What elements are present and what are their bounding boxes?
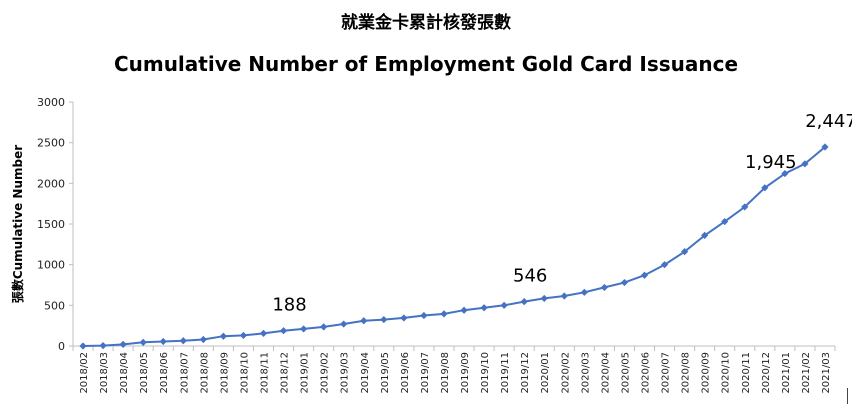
x-tick-label: 2018/07 <box>179 352 190 394</box>
y-tick-label: 0 <box>58 340 65 353</box>
x-tick-label: 2020/11 <box>741 352 752 394</box>
data-point <box>239 331 248 340</box>
data-point <box>821 143 829 151</box>
x-tick-label: 2019/09 <box>460 352 471 394</box>
data-point <box>480 304 488 312</box>
x-tick-label: 2019/07 <box>420 352 431 394</box>
x-tick-label: 2019/06 <box>400 352 411 394</box>
edge-mark <box>847 388 848 404</box>
data-point <box>320 323 328 331</box>
data-point <box>600 283 608 292</box>
data-point <box>259 329 268 337</box>
x-tick-label: 2019/03 <box>340 352 351 394</box>
x-tick-label: 2020/12 <box>761 352 772 394</box>
data-point <box>520 297 528 306</box>
y-axis-label: 張數Cumulative Number <box>10 145 25 303</box>
data-point <box>460 306 468 314</box>
x-tick-label: 2019/02 <box>320 352 331 394</box>
data-point <box>660 261 669 269</box>
x-tick-label: 2021/02 <box>801 352 812 394</box>
data-label: 2,447 <box>805 111 852 132</box>
y-tick-label: 3000 <box>37 96 65 109</box>
x-tick-label: 2018/06 <box>159 352 170 394</box>
data-point <box>340 320 348 328</box>
data-point <box>781 169 789 178</box>
data-point <box>640 271 649 279</box>
x-tick-label: 2018/12 <box>280 352 291 394</box>
data-point <box>400 314 408 322</box>
data-point <box>279 327 288 335</box>
x-tick-label: 2019/04 <box>360 352 371 394</box>
data-point <box>701 231 709 239</box>
data-point <box>79 342 87 350</box>
y-tick-label: 1500 <box>37 218 65 231</box>
x-tick-label: 2019/05 <box>380 352 391 394</box>
chart-title: 就業金卡累計核發張數 <box>341 13 511 33</box>
data-point <box>420 311 428 320</box>
data-point <box>580 288 588 296</box>
x-tick-label: 2020/04 <box>600 352 611 394</box>
data-point <box>620 278 629 287</box>
data-point <box>119 340 127 348</box>
x-tick-label: 2020/09 <box>701 352 712 394</box>
x-tick-label: 2020/06 <box>641 352 652 394</box>
data-point <box>139 338 147 346</box>
data-point <box>300 325 308 333</box>
x-tick-label: 2020/08 <box>681 352 692 394</box>
data-point <box>540 294 548 303</box>
x-tick-label: 2020/01 <box>540 352 551 394</box>
chart-subtitle: Cumulative Number of Employment Gold Car… <box>113 52 739 76</box>
x-tick-label: 2018/03 <box>99 352 110 394</box>
data-point <box>199 335 207 344</box>
x-tick-label: 2018/05 <box>139 352 150 394</box>
data-point <box>380 315 388 324</box>
x-tick-label: 2018/08 <box>199 352 210 394</box>
data-point <box>721 217 729 226</box>
series-line <box>82 146 826 347</box>
x-tick-label: 2020/10 <box>721 352 732 394</box>
data-label: 1,945 <box>745 152 797 173</box>
y-tick-label: 1000 <box>37 259 65 272</box>
x-tick-label: 2018/02 <box>79 352 90 394</box>
data-point <box>159 337 167 346</box>
x-tick-label: 2018/10 <box>239 352 250 394</box>
data-point <box>761 184 769 192</box>
x-tick-label: 2019/01 <box>300 352 311 394</box>
x-tick-label: 2020/03 <box>580 352 591 394</box>
data-label: 546 <box>513 266 547 287</box>
x-tick-label: 2018/09 <box>219 352 230 394</box>
y-tick-label: 2000 <box>37 177 65 190</box>
x-tick-label: 2021/03 <box>821 352 832 394</box>
x-tick-label: 2021/01 <box>781 352 792 394</box>
x-tick-label: 2019/12 <box>520 352 531 394</box>
data-point <box>219 332 227 340</box>
data-point <box>440 310 448 318</box>
y-tick-label: 500 <box>44 299 65 312</box>
data-point <box>801 160 809 168</box>
x-tick-label: 2020/02 <box>560 352 571 394</box>
x-tick-label: 2019/11 <box>500 352 511 394</box>
x-tick-label: 2018/04 <box>119 352 130 394</box>
x-tick-label: 2020/05 <box>620 352 631 394</box>
data-point <box>179 337 187 345</box>
data-point <box>500 301 508 309</box>
data-point <box>681 248 689 256</box>
x-tick-label: 2020/07 <box>661 352 672 394</box>
x-tick-label: 2019/08 <box>440 352 451 394</box>
data-point <box>741 203 749 211</box>
x-tick-label: 2018/11 <box>260 352 271 394</box>
x-tick-label: 2019/10 <box>480 352 491 394</box>
data-point <box>560 292 568 300</box>
y-tick-label: 2500 <box>37 137 65 150</box>
data-point <box>360 317 368 325</box>
data-label: 188 <box>272 295 306 316</box>
data-point <box>99 341 107 350</box>
